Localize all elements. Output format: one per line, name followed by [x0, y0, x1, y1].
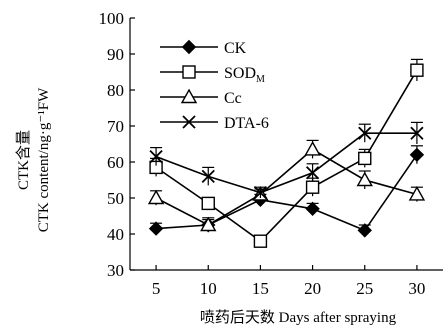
data-point-ck	[305, 201, 320, 217]
y-tick-label: 60	[107, 153, 124, 172]
x-tick-label: 10	[200, 279, 217, 298]
data-point-dta-6	[358, 126, 372, 140]
data-point-sod	[358, 151, 372, 166]
data-point-sod	[201, 196, 215, 211]
data-point-cc	[147, 189, 165, 205]
data-point-ck	[357, 223, 372, 238]
series-layer	[147, 58, 426, 248]
legend-label-cc: Cc	[224, 90, 242, 107]
data-point-cc	[408, 185, 426, 201]
series-line-sod	[155, 69, 418, 243]
data-point-dta-6-stroke-b	[410, 126, 424, 140]
series-dta-6	[149, 121, 424, 200]
series-cc	[147, 139, 426, 233]
legend-marker-ck	[181, 39, 197, 55]
data-point-ck	[148, 221, 164, 236]
y-tick-label: 30	[107, 261, 124, 280]
series-line-dta-6	[155, 132, 417, 194]
legend-item-cc: Cc	[160, 88, 242, 107]
data-point-dta-6-stroke-b	[305, 166, 320, 180]
y-tick-label: 50	[107, 189, 124, 208]
data-point-cc	[304, 140, 321, 156]
y-axis-label-en: CTK content/ng·g⁻¹FW	[36, 87, 52, 232]
data-point-sod	[410, 63, 424, 77]
data-point-dta-6	[149, 149, 163, 164]
legend: CK SODM Cc DTA-6	[160, 39, 269, 132]
y-tick-label: 80	[107, 81, 124, 100]
data-point-dta-6	[410, 126, 424, 140]
legend-marker-sod	[182, 65, 196, 79]
data-point-dta-6	[305, 166, 320, 180]
legend-label-ck: CK	[224, 40, 247, 57]
data-point-dta-6-stroke-b	[201, 169, 215, 184]
x-tick-label: 5	[152, 279, 161, 298]
series-line-cc	[155, 148, 418, 226]
data-point-dta-6-stroke-b	[149, 149, 163, 164]
legend-label-dta-6: DTA-6	[224, 115, 269, 132]
legend-item-sod: SODM	[160, 65, 265, 85]
series-line-ck	[156, 154, 418, 232]
data-point-sod	[253, 234, 268, 248]
legend-marker-dta-6	[182, 115, 196, 129]
legend-marker-cc	[180, 88, 198, 104]
y-tick-label: 100	[99, 9, 125, 28]
x-tick-label: 25	[356, 279, 373, 298]
ticks: 30 40 50 60 70 80 90 100 5 10 15 20 25 30	[99, 9, 426, 298]
legend-item-dta-6: DTA-6	[160, 115, 269, 132]
legend-marker-dta-6-stroke-b	[182, 115, 196, 129]
x-tick-label: 15	[252, 279, 269, 298]
legend-label-subscript: M	[256, 74, 265, 85]
data-point-cc	[200, 216, 217, 232]
data-point-cc	[356, 171, 373, 187]
data-point-dta-6-stroke-b	[358, 126, 372, 140]
y-tick-label: 40	[107, 225, 124, 244]
x-tick-label: 30	[408, 279, 425, 298]
y-tick-label: 70	[107, 117, 124, 136]
data-point-dta-6	[201, 169, 215, 184]
legend-label-sod: SODM	[224, 65, 265, 85]
x-axis-label: 喷药后天数 Days after spraying	[200, 309, 397, 326]
y-axis-label-cn: CTK含量	[15, 130, 32, 190]
y-tick-label: 90	[107, 45, 124, 64]
data-point-dta-6-stroke-b	[253, 185, 268, 200]
axes	[129, 18, 443, 271]
data-point-sod	[305, 180, 320, 194]
data-point-ck	[409, 147, 425, 163]
series-sod	[149, 58, 424, 248]
data-point-dta-6	[253, 185, 268, 200]
x-tick-label: 20	[304, 279, 321, 298]
legend-item-ck: CK	[160, 39, 247, 57]
